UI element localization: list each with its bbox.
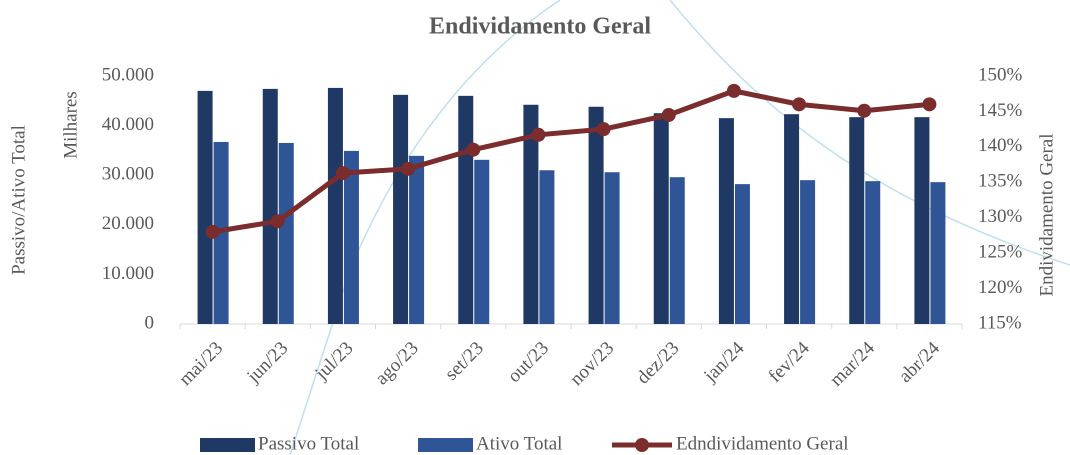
bar [409, 155, 425, 324]
legend-label: Ativo Total [476, 433, 562, 454]
line-marker [531, 127, 546, 142]
y2-tick-label: 115% [978, 312, 1022, 333]
bar [327, 87, 343, 325]
y-tick-label: 40.000 [102, 114, 154, 135]
bar [604, 172, 620, 324]
bar [523, 104, 539, 324]
y-tick-label: 0 [145, 312, 155, 333]
y-tick-label: 50.000 [102, 64, 154, 85]
legend-swatch [200, 438, 255, 452]
bar [343, 150, 359, 324]
line-marker [596, 122, 611, 137]
x-tick-label: dez/23 [633, 338, 684, 389]
bar [669, 177, 685, 324]
y2-tick-label: 130% [978, 206, 1023, 227]
x-tick-label: out/23 [504, 338, 553, 387]
bar [930, 182, 946, 324]
y-tick-label: 20.000 [102, 213, 154, 234]
line-marker [466, 142, 481, 157]
line-marker [270, 214, 285, 229]
bar [278, 142, 294, 324]
bar [849, 117, 865, 324]
bar [865, 181, 881, 324]
y-axis-label: Passivo/Ativo Total [8, 125, 29, 275]
y2-tick-label: 135% [978, 171, 1023, 192]
y-axis-unit: Milhares [60, 91, 81, 159]
line-marker [922, 97, 937, 112]
chart-title: Endividamento Geral [429, 14, 651, 40]
decoration [669, 0, 1070, 266]
legend-swatch [418, 438, 473, 452]
x-tick-label: ago/23 [371, 338, 422, 389]
bar [800, 180, 816, 324]
line-marker [857, 103, 872, 118]
bar [474, 159, 490, 324]
bar [197, 90, 213, 324]
y2-tick-label: 150% [978, 64, 1023, 85]
bar [393, 94, 409, 325]
bar [262, 88, 278, 325]
legend-label: Passivo Total [258, 433, 359, 454]
y2-axis-label: Endividamento Geral [1036, 133, 1057, 296]
x-tick-label: mai/23 [175, 338, 227, 390]
bar [784, 114, 800, 324]
x-tick-label: jul/23 [311, 338, 358, 385]
line-marker [726, 83, 741, 98]
bar [458, 95, 474, 324]
line-marker [792, 97, 807, 112]
x-tick-label: jan/24 [699, 337, 748, 386]
x-tick-label: fev/24 [765, 337, 815, 387]
x-tick-label: abr/24 [895, 337, 945, 387]
y2-tick-label: 140% [978, 135, 1023, 156]
x-tick-label: set/23 [441, 338, 488, 385]
bar [653, 113, 669, 324]
x-tick-label: mar/24 [826, 337, 879, 390]
bar [914, 117, 930, 324]
y-tick-label: 30.000 [102, 164, 154, 185]
legend-swatch [635, 438, 649, 452]
bar [718, 118, 734, 324]
x-tick-label: nov/23 [566, 338, 618, 390]
line-marker [335, 166, 350, 181]
y2-tick-label: 120% [978, 277, 1023, 298]
bar [539, 170, 555, 324]
y2-tick-label: 145% [978, 100, 1023, 121]
line-marker [205, 224, 220, 239]
y-tick-label: 10.000 [102, 263, 154, 284]
bar [734, 184, 750, 324]
line-marker [661, 107, 676, 122]
decoration [289, 0, 561, 455]
legend-label: Edndividamento Geral [676, 433, 849, 454]
x-tick-label: jun/23 [242, 338, 292, 388]
line-marker [401, 161, 416, 176]
bar [588, 106, 604, 324]
line [212, 88, 930, 235]
y2-tick-label: 125% [978, 242, 1023, 263]
